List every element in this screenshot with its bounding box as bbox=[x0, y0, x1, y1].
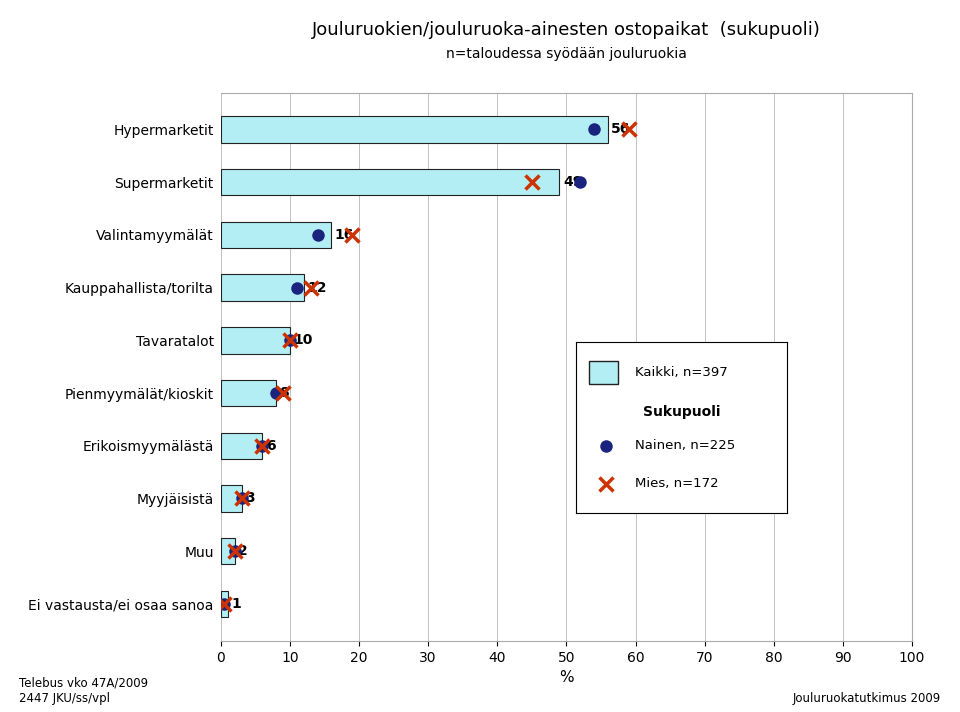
Text: Telebus vko 47A/2009
2447 JKU/ss/vpl: Telebus vko 47A/2009 2447 JKU/ss/vpl bbox=[19, 677, 149, 705]
Text: 49: 49 bbox=[563, 175, 583, 189]
Bar bbox=[221, 274, 303, 300]
Bar bbox=[221, 538, 234, 565]
X-axis label: %: % bbox=[559, 670, 574, 685]
Bar bbox=[221, 116, 608, 142]
Text: 8: 8 bbox=[279, 386, 289, 400]
Bar bbox=[221, 221, 331, 248]
Text: Sukupuoli: Sukupuoli bbox=[643, 405, 720, 419]
Bar bbox=[588, 360, 618, 384]
Bar bbox=[221, 327, 290, 353]
Text: 16: 16 bbox=[335, 228, 354, 242]
Text: 10: 10 bbox=[294, 333, 313, 347]
Text: 12: 12 bbox=[307, 281, 326, 295]
Text: taloustutkimus oy: taloustutkimus oy bbox=[21, 14, 234, 34]
Bar bbox=[221, 169, 560, 195]
Text: 2: 2 bbox=[238, 544, 248, 558]
Text: 3: 3 bbox=[245, 491, 254, 506]
Text: Jouluruokatutkimus 2009: Jouluruokatutkimus 2009 bbox=[793, 692, 941, 705]
Text: 1: 1 bbox=[231, 597, 241, 611]
Text: Mies, n=172: Mies, n=172 bbox=[636, 477, 719, 490]
Text: Jouluruokien/jouluruoka-ainesten ostopaikat  (sukupuoli): Jouluruokien/jouluruoka-ainesten ostopai… bbox=[312, 21, 821, 39]
Bar bbox=[221, 433, 262, 459]
Text: 56: 56 bbox=[612, 122, 631, 137]
Bar bbox=[221, 380, 276, 407]
Text: n=taloudessa syödään jouluruokia: n=taloudessa syödään jouluruokia bbox=[446, 46, 686, 61]
Bar bbox=[221, 486, 242, 512]
Text: Kaikki, n=397: Kaikki, n=397 bbox=[636, 366, 728, 379]
Text: Nainen, n=225: Nainen, n=225 bbox=[636, 439, 735, 453]
Bar bbox=[221, 591, 228, 617]
Text: 6: 6 bbox=[266, 439, 276, 453]
